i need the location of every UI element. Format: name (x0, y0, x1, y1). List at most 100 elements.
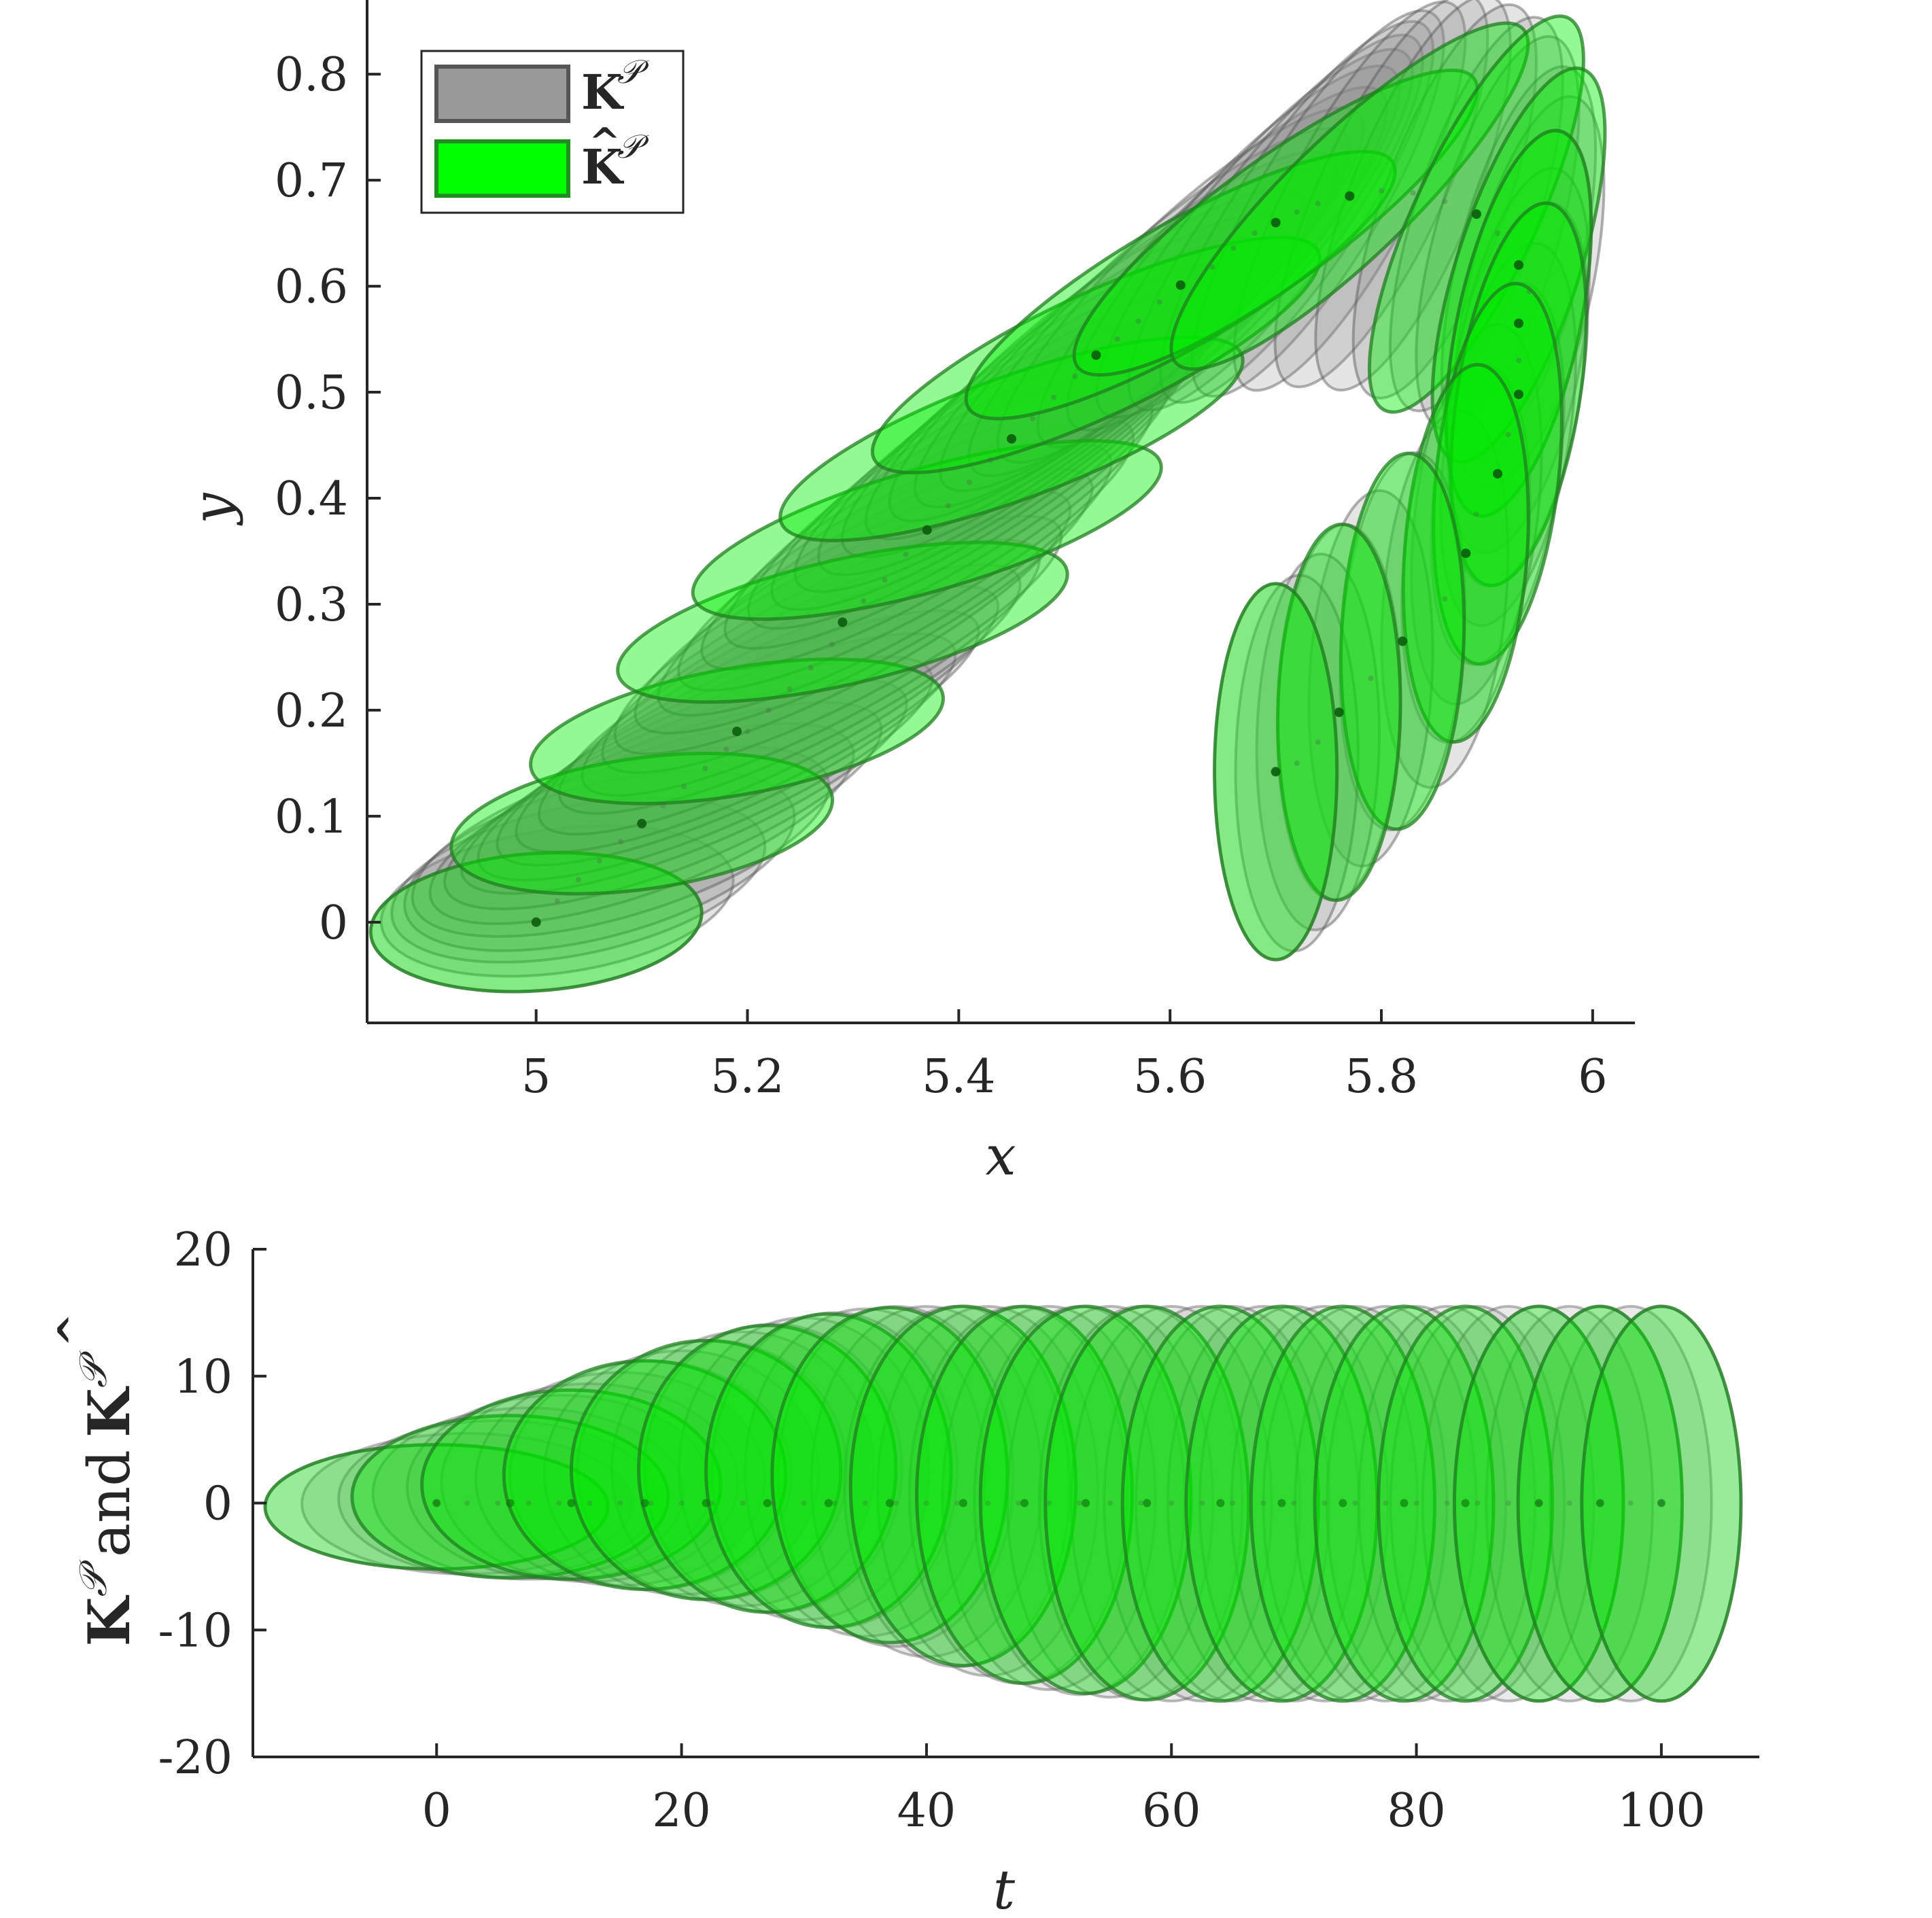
k-center-point (1230, 245, 1237, 251)
k-ellipse (371, 1406, 686, 1581)
k-ellipse (967, 127, 1351, 477)
k-ellipse (601, 515, 1063, 774)
legend: K 𝒫 K ^ 𝒫 (420, 50, 685, 214)
k-center-point (1442, 596, 1448, 602)
bottom-y-tick-label: -20 (158, 1731, 232, 1785)
ylabel-k-left: K (75, 1594, 143, 1646)
top-y-ticks: 0 0.1 0.2 0.3 0.4 0.5 0.6 0.7 0.8 (275, 48, 381, 950)
legend-label-khat: K (581, 139, 624, 195)
k-ellipse (443, 701, 883, 911)
k-ellipse (938, 150, 1339, 493)
k-center-point (525, 1500, 532, 1506)
top-y-tick-label: 0.1 (275, 790, 348, 844)
k-center-point (861, 598, 867, 604)
khat-center-point (432, 1499, 441, 1507)
k-center-point (1627, 1500, 1634, 1506)
khat-center-point (637, 818, 647, 829)
khat-center-point (763, 1499, 772, 1507)
k-center-point (1495, 230, 1500, 237)
k-ellipse (1273, 0, 1489, 389)
khat-center-point (1400, 1499, 1409, 1507)
khat-center-point (922, 525, 932, 535)
k-center-point (1315, 200, 1321, 207)
k-center-point (1030, 416, 1036, 421)
k-center-point (1505, 1500, 1511, 1506)
top-y-tick-label: 0.6 (275, 260, 348, 314)
k-ellipse (1453, 95, 1606, 488)
k-center-point (1135, 318, 1141, 324)
k-center-point (1156, 299, 1162, 305)
k-center-point (1209, 264, 1215, 270)
bottom-y-tick-label: 20 (173, 1223, 232, 1277)
k-center-point (945, 502, 951, 508)
top-y-tick-label: 0.7 (275, 154, 348, 208)
k-center-point (1352, 1500, 1358, 1506)
khat-center-point (1271, 217, 1281, 228)
k-ellipse (657, 442, 1113, 717)
k-center-point (831, 1500, 838, 1506)
k-center-point (1016, 1500, 1021, 1506)
k-center-point (681, 784, 687, 790)
top-x-ticks: 5 5.2 5.4 5.6 5.8 6 (521, 1009, 1607, 1104)
khat-center-point (1334, 708, 1344, 717)
khat-center-point (1657, 1499, 1666, 1507)
top-x-tick-label: 5.2 (710, 1050, 784, 1104)
k-ellipse (634, 467, 1094, 735)
k-center-point (985, 1500, 990, 1506)
ylabel-k-right: K (75, 1386, 143, 1437)
k-ellipse (390, 796, 767, 964)
ylabel-sup-right: 𝒫 (71, 1350, 116, 1388)
top-y-tick-label: 0.3 (275, 578, 348, 632)
k-center-point (1230, 1500, 1236, 1506)
bottom-y-tick-label: -10 (158, 1604, 232, 1658)
khat-center-point (1514, 389, 1523, 400)
k-ellipse (744, 1307, 987, 1638)
k-center-point (1474, 1500, 1481, 1506)
k-ellipse (1103, 1304, 1302, 1703)
k-center-point (1294, 760, 1300, 766)
khat-center-point (1175, 280, 1186, 290)
top-axes (366, 0, 1635, 1024)
k-center-point (554, 898, 560, 904)
k-center-point (660, 803, 666, 809)
top-y-tick-label: 0.2 (275, 684, 348, 738)
k-center-point (1383, 1500, 1389, 1506)
k-ellipse (1294, 1304, 1478, 1703)
top-x-tick-label: 6 (1578, 1050, 1607, 1104)
k-ellipse (477, 655, 934, 882)
khat-center-point (1271, 767, 1281, 777)
k-center-point (966, 479, 972, 485)
k-ellipse (1230, 1304, 1419, 1703)
khat-center-point (640, 1499, 649, 1507)
top-x-tick-label: 5.8 (1345, 1050, 1418, 1104)
k-center-point (1413, 1500, 1419, 1506)
khat-center-point (1493, 469, 1502, 479)
khat-center-point (1398, 636, 1408, 646)
k-center-point (1566, 1500, 1572, 1506)
k-center-point (723, 746, 729, 752)
k-center-point (1379, 188, 1384, 194)
bottom-x-axis-label: t (993, 1858, 1016, 1918)
k-center-point (1410, 190, 1416, 196)
k-center-point (988, 457, 993, 463)
khat-center-point (1216, 1499, 1225, 1507)
top-x-axis-label: x (985, 1124, 1016, 1187)
k-ellipse (1166, 1304, 1360, 1703)
ylabel-and: and (76, 1450, 143, 1557)
top-chart: 5 5.2 5.4 5.6 5.8 6 0 0.1 0.2 0.3 0.4 0.5 0.6 0.7 0.8… (181, 0, 1635, 1187)
khat-center-point (1277, 1499, 1286, 1507)
k-ellipse (840, 237, 1267, 559)
k-center-point (744, 729, 751, 735)
k-ellipse (1380, 408, 1510, 789)
k-ellipse (1389, 1304, 1566, 1703)
k-center-point (1072, 373, 1078, 379)
khat-center-point (1091, 350, 1101, 360)
k-center-point (464, 1500, 470, 1506)
k-ellipse (1446, 167, 1591, 555)
k-center-point (1516, 358, 1521, 364)
top-x-tick-label: 5.4 (922, 1050, 995, 1104)
top-y-tick-label: 0.5 (275, 366, 348, 420)
k-center-point (1442, 198, 1448, 205)
bottom-plot-area (263, 1304, 1743, 1703)
khat-center-point (1471, 209, 1481, 219)
